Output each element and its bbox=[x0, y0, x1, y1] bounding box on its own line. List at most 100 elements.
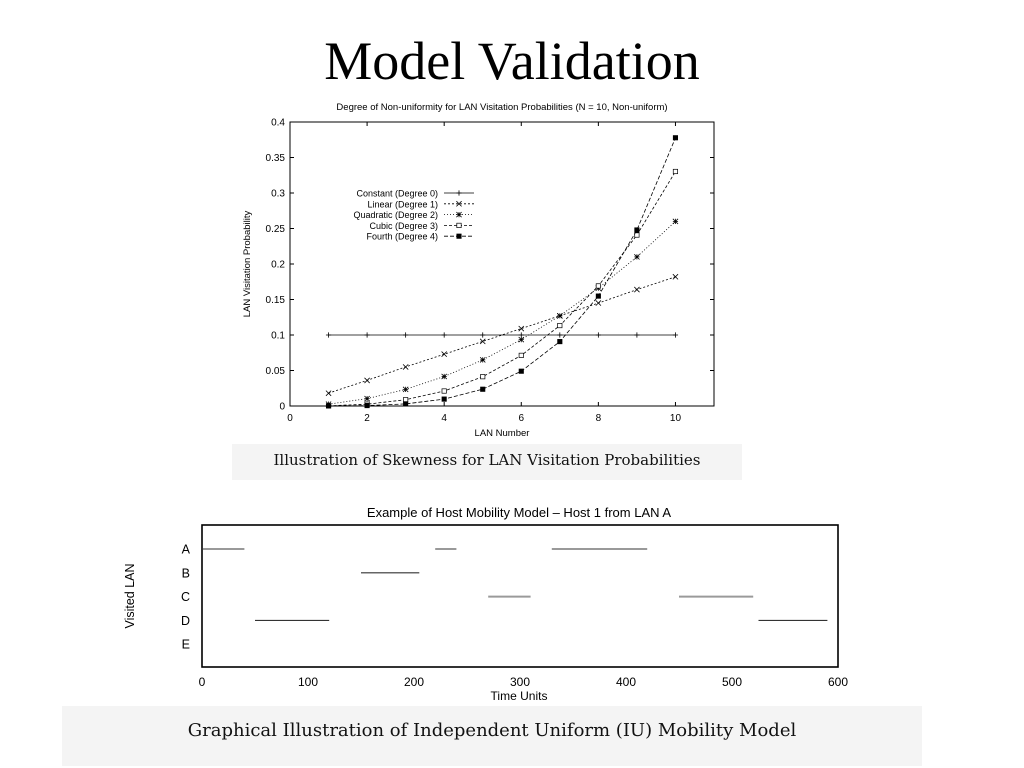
data-point bbox=[634, 332, 640, 338]
plot-frame bbox=[289, 121, 715, 407]
plot-frame bbox=[201, 524, 839, 668]
y-tick-label: 0.15 bbox=[266, 295, 286, 306]
data-point bbox=[402, 364, 409, 370]
data-point bbox=[518, 332, 524, 338]
data-point bbox=[518, 325, 525, 332]
data-point bbox=[441, 396, 447, 402]
y-tick-label: 0.3 bbox=[271, 189, 285, 200]
series-line bbox=[328, 276, 676, 394]
series-5 bbox=[325, 135, 679, 409]
x-tick-label: 8 bbox=[596, 413, 602, 424]
x-tick-label: 10 bbox=[670, 413, 682, 424]
x-tick-label: 4 bbox=[441, 413, 447, 424]
x-tick-label: 400 bbox=[616, 675, 636, 689]
lan-probability-chart: Degree of Non-uniformity for LAN Visitat… bbox=[242, 102, 715, 439]
data-point bbox=[634, 232, 640, 238]
data-point bbox=[441, 388, 447, 394]
data-point bbox=[634, 254, 640, 260]
data-point bbox=[595, 293, 601, 299]
x-tick-label: 100 bbox=[298, 675, 318, 689]
data-point bbox=[557, 339, 563, 345]
y-tick-label: 0 bbox=[279, 402, 285, 413]
data-point bbox=[456, 200, 462, 207]
x-tick-label: 6 bbox=[518, 413, 524, 424]
host-mobility-chart: Example of Host Mobility Model – Host 1 … bbox=[123, 505, 848, 703]
series-line bbox=[328, 221, 676, 405]
x-axis-label: LAN Number bbox=[475, 428, 530, 439]
chart-title: Example of Host Mobility Model – Host 1 … bbox=[367, 505, 672, 520]
y-tick-label: 0.35 bbox=[266, 153, 286, 164]
data-point bbox=[479, 356, 486, 363]
data-point bbox=[403, 332, 409, 338]
data-point bbox=[441, 373, 448, 380]
data-point bbox=[480, 332, 486, 338]
data-point bbox=[364, 377, 370, 384]
x-tick-label: 500 bbox=[722, 675, 742, 689]
slide-title: Model Validation bbox=[324, 31, 700, 91]
series-3 bbox=[325, 218, 679, 408]
data-point bbox=[557, 323, 563, 329]
bottom-caption-background bbox=[62, 706, 922, 766]
data-point bbox=[479, 338, 486, 345]
legend: Constant (Degree 0)Linear (Degree 1)Quad… bbox=[353, 189, 474, 242]
x-tick-label: 2 bbox=[364, 413, 370, 424]
y-axis-label: LAN Visitation Probability bbox=[242, 211, 253, 318]
data-point bbox=[634, 286, 640, 293]
y-axis-label: Visited LAN bbox=[123, 563, 137, 628]
x-tick-label: 600 bbox=[828, 675, 848, 689]
data-point bbox=[480, 374, 486, 380]
y-tick-label: 0.25 bbox=[266, 224, 286, 235]
y-tick-label: B bbox=[182, 566, 190, 580]
data-point bbox=[441, 332, 447, 338]
y-tick-label: 0.05 bbox=[266, 366, 286, 377]
data-point bbox=[672, 332, 679, 338]
x-axis-label: Time Units bbox=[491, 689, 548, 703]
data-point bbox=[518, 336, 525, 343]
data-point bbox=[325, 403, 332, 409]
series-line bbox=[328, 171, 676, 407]
y-tick-label: 0.4 bbox=[271, 118, 285, 129]
legend-label: Constant (Degree 0) bbox=[356, 189, 438, 199]
data-point bbox=[595, 332, 601, 338]
data-point bbox=[595, 300, 602, 306]
data-point bbox=[518, 352, 524, 358]
x-tick-label: 0 bbox=[199, 675, 206, 689]
data-point bbox=[325, 332, 332, 338]
data-point bbox=[364, 332, 370, 338]
data-point bbox=[557, 332, 563, 338]
data-point bbox=[595, 283, 601, 289]
data-point bbox=[456, 222, 462, 228]
y-tick-label: 0.1 bbox=[271, 331, 285, 342]
data-point bbox=[403, 401, 409, 407]
data-point bbox=[364, 403, 370, 409]
chart-title: Degree of Non-uniformity for LAN Visitat… bbox=[336, 102, 667, 113]
x-tick-label: 200 bbox=[404, 675, 424, 689]
data-point bbox=[634, 227, 640, 233]
legend-label: Cubic (Degree 3) bbox=[369, 221, 438, 231]
data-point bbox=[672, 273, 679, 280]
data-point bbox=[325, 390, 332, 397]
top-chart-caption: Illustration of Skewness for LAN Visitat… bbox=[273, 451, 701, 469]
y-tick-label: C bbox=[181, 590, 190, 604]
series-1 bbox=[325, 332, 679, 338]
data-point bbox=[672, 218, 679, 225]
x-tick-label: 0 bbox=[287, 413, 293, 424]
data-point bbox=[672, 135, 679, 141]
data-point bbox=[441, 351, 448, 358]
x-tick-label: 300 bbox=[510, 675, 530, 689]
data-point bbox=[364, 395, 370, 402]
data-point bbox=[402, 386, 409, 393]
data-point bbox=[403, 397, 409, 403]
y-tick-label: D bbox=[181, 614, 190, 628]
bottom-chart-caption: Graphical Illustration of Independent Un… bbox=[187, 720, 797, 741]
data-point bbox=[518, 368, 524, 374]
top-caption-background bbox=[232, 444, 742, 480]
data-point bbox=[456, 233, 462, 239]
series-line bbox=[328, 137, 676, 407]
data-point bbox=[556, 312, 563, 319]
y-tick-label: 0.2 bbox=[271, 260, 285, 271]
y-tick-label: A bbox=[182, 543, 191, 557]
y-tick-label: E bbox=[182, 638, 190, 652]
data-point bbox=[456, 190, 462, 196]
